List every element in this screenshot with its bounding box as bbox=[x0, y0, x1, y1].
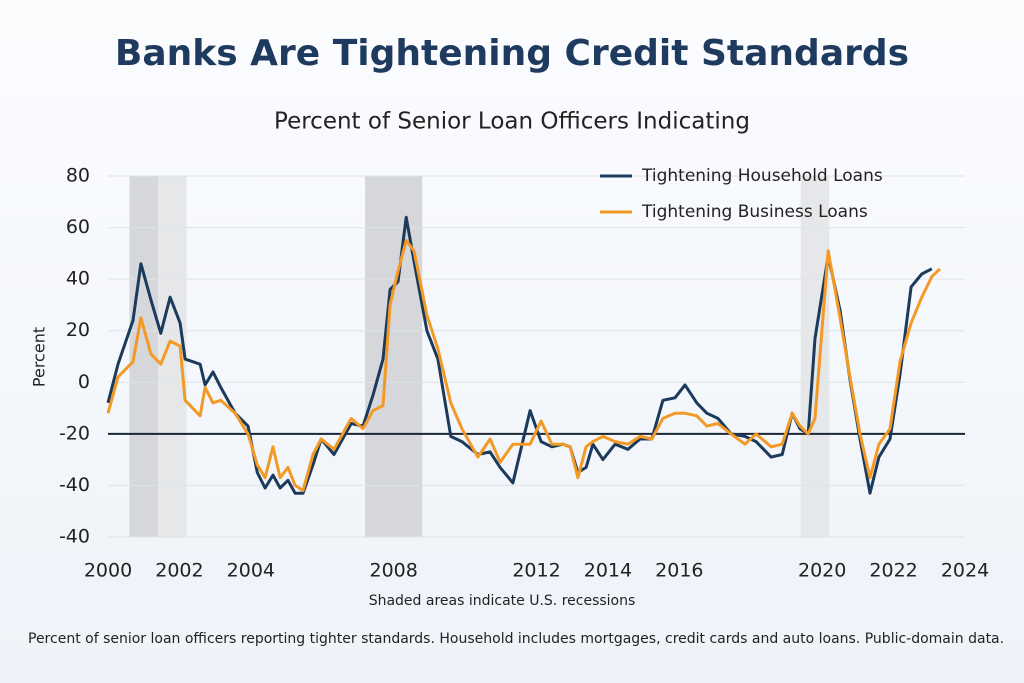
y-tick-label: -20 bbox=[59, 422, 90, 444]
x-tick-label: 2024 bbox=[941, 560, 989, 582]
x-tick-label: 2000 bbox=[84, 560, 132, 582]
y-tick-label: 60 bbox=[66, 216, 90, 238]
recession-band bbox=[365, 176, 423, 537]
x-tick-label: 2008 bbox=[369, 560, 417, 582]
x-tick-label: 2022 bbox=[869, 560, 917, 582]
y-tick-label: 20 bbox=[66, 319, 90, 341]
footnote: Percent of senior loan officers reportin… bbox=[28, 631, 1005, 647]
x-tick-label: 2004 bbox=[227, 560, 275, 582]
y-tick-label: 80 bbox=[66, 165, 90, 187]
x-tick-label: 2016 bbox=[655, 560, 703, 582]
y-tick-label: -40 bbox=[59, 474, 90, 496]
y-tick-label: -40 bbox=[59, 526, 90, 548]
x-tick-label: 2002 bbox=[155, 560, 203, 582]
series-line bbox=[106, 239, 942, 493]
chart-subtitle: Percent of Senior Loan Officers Indicati… bbox=[274, 109, 750, 135]
y-tick-label: 40 bbox=[66, 268, 90, 290]
chart-title: Banks Are Tightening Credit Standards bbox=[115, 33, 909, 74]
y-tick-label: 0 bbox=[78, 371, 90, 393]
x-tick-label: 2014 bbox=[584, 560, 632, 582]
legend-label: Tightening Household Loans bbox=[641, 166, 883, 186]
x-tick-label: 2012 bbox=[512, 560, 560, 582]
y-axis-label: Percent bbox=[30, 327, 49, 387]
x-tick-label: 2020 bbox=[798, 560, 846, 582]
legend-label: Tightening Business Loans bbox=[641, 202, 868, 222]
annotation: Shaded areas indicate U.S. recessions bbox=[369, 593, 636, 609]
